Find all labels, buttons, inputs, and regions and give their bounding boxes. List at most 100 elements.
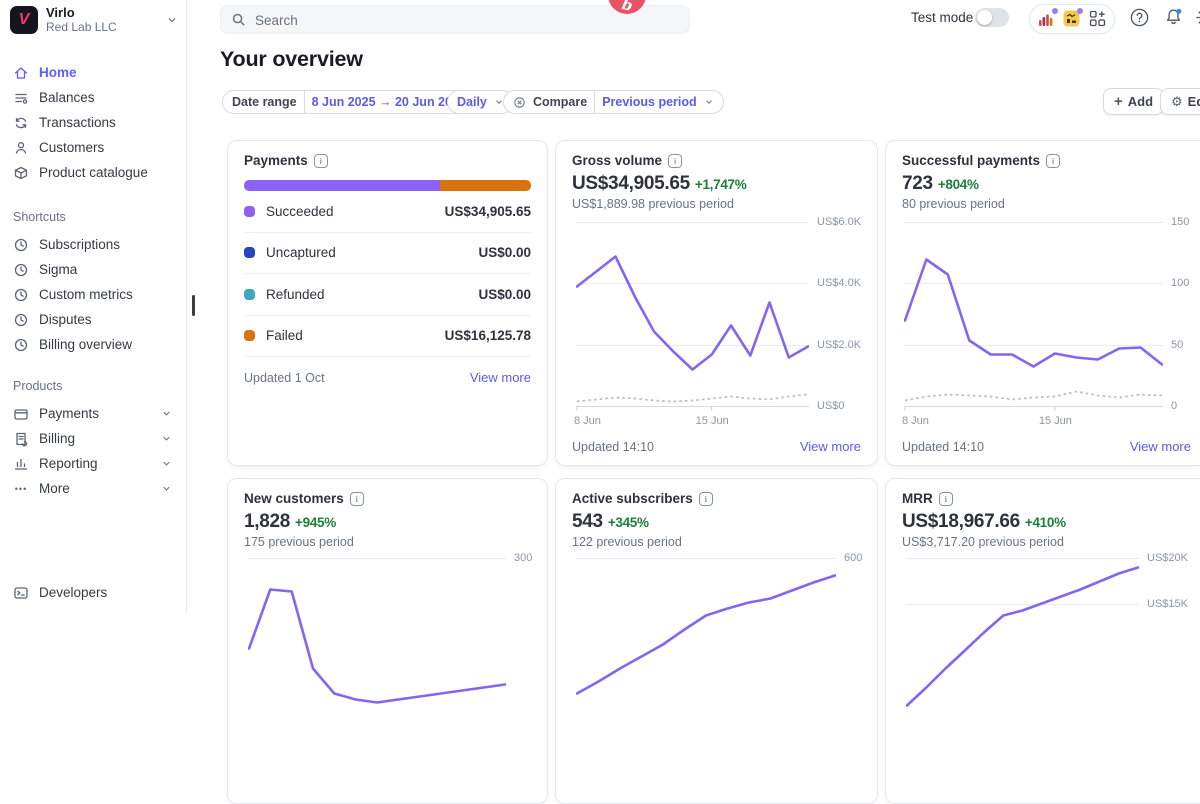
info-icon[interactable]: [349, 491, 364, 506]
sidebar: V Virlo Red Lab LLC Home Balances Transa…: [0, 0, 187, 614]
org-name: Red Lab LLC: [46, 19, 117, 34]
shortcuts-header: Shortcuts: [13, 210, 66, 224]
active-subscribers-card: Active subscribers 543 +345% 122 previous…: [555, 478, 878, 804]
compare-label: Compare: [533, 95, 588, 109]
info-icon[interactable]: [938, 491, 953, 506]
notification-dot: [1051, 8, 1058, 14]
metric-value: US$18,967.66: [902, 511, 1020, 532]
sidebar-item-home[interactable]: Home: [0, 60, 186, 85]
table-row[interactable]: Succeeded US$34,905.65: [244, 191, 531, 233]
home-icon: [14, 66, 28, 79]
card-title: Active subscribers: [572, 491, 693, 506]
metric-delta: +345%: [607, 515, 649, 530]
search-input[interactable]: [253, 6, 677, 35]
metric-value: 1,828: [244, 511, 291, 532]
bar-segment-failed: [440, 180, 531, 191]
view-more-link[interactable]: View more: [469, 370, 531, 385]
view-more-link[interactable]: View more: [1129, 439, 1191, 454]
insights-icon[interactable]: [1038, 8, 1058, 28]
clock-icon: [14, 263, 28, 276]
y-axis-label: US$15K: [1147, 597, 1188, 610]
gross-volume-chart: US$6.0K US$4.0K US$2.0K US$0 8 Jun 15 Jun: [574, 216, 861, 428]
sidebar-item-subscriptions[interactable]: Subscriptions: [0, 232, 186, 257]
y-axis-label: US$2.0K: [817, 338, 862, 351]
compare-filter[interactable]: Compare Previous period: [503, 90, 724, 114]
yellow-app-icon[interactable]: [1063, 8, 1083, 28]
plus-icon: +: [1114, 93, 1123, 110]
new-customers-card: New customers 1,828 +945% 175 previous pe…: [227, 478, 548, 804]
info-icon[interactable]: [313, 153, 328, 168]
new-customers-chart: 300: [247, 552, 532, 753]
sidebar-item-disputes[interactable]: Disputes: [0, 307, 186, 332]
successful-payments-chart: 150 100 50 0 8 Jun 15 Jun: [902, 216, 1189, 428]
y-axis-label: 0: [1171, 399, 1178, 412]
chevron-down-icon: [163, 436, 170, 441]
bar-segment-succeeded: [244, 180, 441, 191]
gross-volume-card: Gross volume US$34,905.65 +1,747% US$1,88…: [555, 140, 878, 466]
chevron-down-icon: [496, 100, 502, 104]
chart-svg: [247, 558, 507, 704]
gear-icon: ⚙: [1171, 93, 1183, 109]
refunded-dot: [244, 288, 255, 300]
gear-icon[interactable]: [1194, 7, 1200, 28]
sidebar-item-payments[interactable]: Payments: [0, 401, 186, 426]
sidebar-item-balances[interactable]: Balances: [0, 85, 186, 110]
sidebar-item-label: Customers: [39, 140, 105, 155]
sidebar-item-label: Disputes: [39, 312, 92, 327]
metric-delta: +804%: [937, 177, 979, 192]
updated-timestamp: Updated 14:10: [572, 439, 655, 454]
bar-chart-icon: [14, 458, 28, 470]
granularity-filter[interactable]: Daily: [447, 90, 514, 114]
sidebar-item-transactions[interactable]: Transactions: [0, 110, 186, 135]
account-switcher[interactable]: V Virlo Red Lab LLC: [10, 5, 178, 35]
help-icon[interactable]: [1129, 7, 1150, 28]
sidebar-item-sigma[interactable]: Sigma: [0, 257, 186, 282]
mrr-chart: US$20K US$15K: [905, 552, 1188, 753]
customers-icon: [15, 141, 27, 154]
row-label: Uncaptured: [266, 245, 336, 261]
bell-icon[interactable]: [1163, 7, 1184, 28]
clock-icon: [14, 338, 28, 351]
sidebar-item-billing[interactable]: Billing: [0, 426, 186, 451]
test-mode-toggle[interactable]: [975, 8, 1009, 27]
row-label: Refunded: [266, 286, 325, 302]
scrollbar-thumb[interactable]: [192, 295, 195, 316]
previous-period-value: 175 previous period: [244, 535, 354, 549]
card-title: Payments: [244, 153, 308, 168]
add-button[interactable]: + Add: [1103, 88, 1165, 115]
granularity-value: Daily: [457, 95, 487, 109]
table-row[interactable]: Refunded US$0.00: [244, 274, 531, 316]
y-axis-label: 300: [514, 551, 533, 564]
sidebar-item-product-catalogue[interactable]: Product catalogue: [0, 160, 186, 185]
sidebar-item-reporting[interactable]: Reporting: [0, 451, 186, 476]
info-icon[interactable]: [698, 491, 713, 506]
chart-svg: [575, 222, 810, 411]
sidebar-item-billing-overview[interactable]: Billing overview: [0, 332, 186, 357]
sidebar-item-customers[interactable]: Customers: [0, 135, 186, 160]
view-more-link[interactable]: View more: [799, 439, 861, 454]
chart-svg: [905, 558, 1140, 707]
sidebar-item-label: Reporting: [39, 456, 98, 471]
transactions-icon: [15, 117, 27, 128]
previous-period-value: US$1,889.98 previous period: [572, 197, 734, 211]
sidebar-item-developers[interactable]: Developers: [0, 580, 186, 605]
info-icon[interactable]: [668, 153, 683, 168]
edit-button[interactable]: ⚙ Edit: [1160, 88, 1200, 115]
failed-dot: [244, 330, 255, 342]
clock-icon: [14, 313, 28, 326]
metric-value: 543: [572, 511, 603, 532]
payments-card: Payments Succeeded US$34,905.65 Uncaptur…: [227, 140, 548, 466]
chart-svg: [903, 222, 1164, 411]
add-widget-icon[interactable]: [1089, 10, 1107, 28]
info-icon[interactable]: [1046, 153, 1061, 168]
table-row[interactable]: Failed US$16,125.78: [244, 316, 531, 357]
sidebar-item-label: More: [39, 481, 70, 496]
sidebar-item-label: Home: [39, 65, 77, 80]
row-label: Succeeded: [266, 203, 334, 219]
sidebar-item-more[interactable]: ••• More: [0, 476, 186, 501]
box-icon: [14, 166, 28, 179]
test-mode-label: Test mode: [911, 10, 974, 25]
sidebar-item-custom-metrics[interactable]: Custom metrics: [0, 282, 186, 307]
x-axis-label: 15 Jun: [1038, 415, 1072, 427]
table-row[interactable]: Uncaptured US$0.00: [244, 233, 531, 274]
